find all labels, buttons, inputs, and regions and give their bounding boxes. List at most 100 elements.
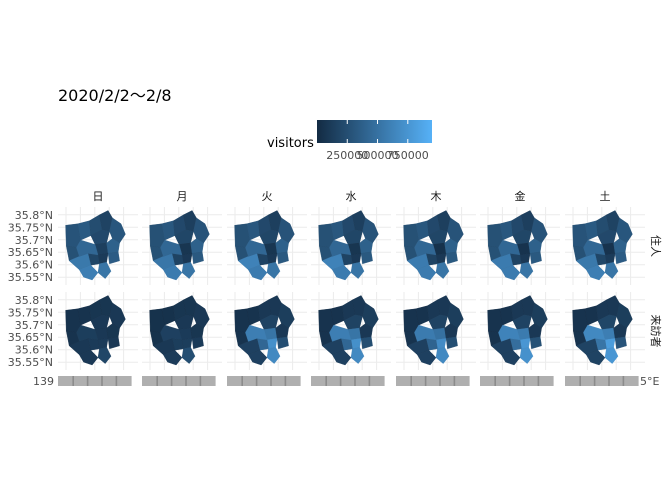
- map-region: [597, 229, 617, 245]
- x-tick-mark: [424, 376, 441, 386]
- facet-column-label: 日: [93, 190, 104, 203]
- map-region: [444, 323, 458, 339]
- facet-panel: [396, 292, 476, 370]
- map-region: [237, 338, 261, 355]
- map-region: [512, 314, 532, 330]
- map-region: [586, 264, 606, 281]
- facet-column-label: 水: [346, 190, 357, 203]
- map-region: [343, 229, 363, 245]
- facet-column-label: 火: [262, 190, 273, 203]
- x-tick-mark: [284, 376, 301, 386]
- map-region: [586, 349, 606, 366]
- x-tick-mark: [537, 376, 554, 386]
- x-tick-mark: [325, 376, 342, 386]
- x-tick-mark: [339, 376, 356, 386]
- x-tick-mark: [368, 376, 385, 386]
- y-tick-label: 35.55°N: [8, 271, 53, 284]
- facet-panel: [142, 207, 222, 285]
- map-region: [428, 314, 448, 330]
- map-region: [428, 229, 448, 245]
- map-region: [575, 338, 599, 355]
- map-region: [321, 253, 345, 270]
- x-tick-mark: [255, 376, 272, 386]
- map-region: [528, 323, 542, 339]
- facet-panel: [227, 207, 307, 285]
- map-region: [107, 251, 120, 265]
- x-tick-label: 139: [33, 375, 54, 388]
- map-region: [414, 324, 437, 342]
- map-region: [519, 262, 534, 279]
- map-region: [406, 338, 430, 355]
- x-tick-mark: [410, 376, 427, 386]
- map-region: [490, 253, 514, 270]
- map-region: [163, 349, 183, 366]
- map-region: [359, 323, 373, 339]
- legend-colorbar: [317, 120, 432, 143]
- map-region: [529, 251, 542, 265]
- map-region: [528, 238, 542, 254]
- facet-panel: [480, 207, 560, 285]
- map-region: [435, 347, 450, 364]
- x-tick-mark: [565, 376, 581, 386]
- map-region: [597, 314, 617, 330]
- x-tick-mark: [185, 376, 202, 386]
- map-region: [445, 336, 458, 350]
- map-region: [332, 349, 352, 366]
- x-tick-mark: [508, 376, 525, 386]
- map-region: [266, 262, 281, 279]
- facet-column-label: 金: [515, 189, 526, 203]
- x-tick-mark: [494, 376, 511, 386]
- x-tick-mark: [593, 376, 610, 386]
- x-tick-mark: [311, 376, 327, 386]
- map-region: [276, 336, 289, 350]
- map-region: [329, 324, 352, 342]
- x-tick-mark: [86, 376, 103, 386]
- y-tick-label: 35.6°N: [15, 259, 53, 272]
- map-region: [350, 262, 365, 279]
- map-region: [350, 347, 365, 364]
- map-region: [237, 253, 261, 270]
- y-tick-label: 35.8°N: [15, 294, 53, 307]
- map-region: [68, 253, 92, 270]
- x-tick-mark: [142, 376, 158, 386]
- map-region: [512, 229, 532, 245]
- x-tick-mark: [241, 376, 258, 386]
- x-tick-mark: [622, 376, 639, 386]
- map-region: [190, 323, 204, 339]
- map-region: [498, 324, 521, 342]
- facet-panel: [58, 292, 138, 370]
- facet-panel: [311, 207, 391, 285]
- map-region: [191, 251, 204, 265]
- map-region: [190, 238, 204, 254]
- map-region: [575, 253, 599, 270]
- x-tick-mark: [156, 376, 173, 386]
- map-region: [417, 264, 437, 281]
- map-region: [614, 251, 627, 265]
- y-tick-label: 35.75°N: [8, 306, 53, 319]
- map-region: [106, 323, 120, 339]
- map-region: [529, 336, 542, 350]
- map-region: [360, 251, 373, 265]
- map-region: [90, 229, 110, 245]
- map-region: [181, 347, 196, 364]
- map-region: [519, 347, 534, 364]
- facet-panel: [311, 292, 391, 370]
- x-tick-label: 5°E: [640, 375, 659, 388]
- x-tick-mark: [396, 376, 412, 386]
- map-region: [490, 338, 514, 355]
- y-tick-label: 35.65°N: [8, 331, 53, 344]
- map-region: [613, 238, 627, 254]
- map-region: [332, 264, 352, 281]
- map-region: [152, 253, 176, 270]
- facet-panel: [480, 292, 560, 370]
- map-region: [275, 238, 289, 254]
- x-tick-mark: [608, 376, 625, 386]
- facet-column-label: 木: [431, 190, 442, 203]
- x-tick-mark: [101, 376, 118, 386]
- y-tick-label: 35.6°N: [15, 344, 53, 357]
- map-region: [79, 264, 99, 281]
- map-region: [245, 239, 268, 257]
- legend-tick-label: 750000: [387, 149, 429, 162]
- x-tick-mark: [453, 376, 470, 386]
